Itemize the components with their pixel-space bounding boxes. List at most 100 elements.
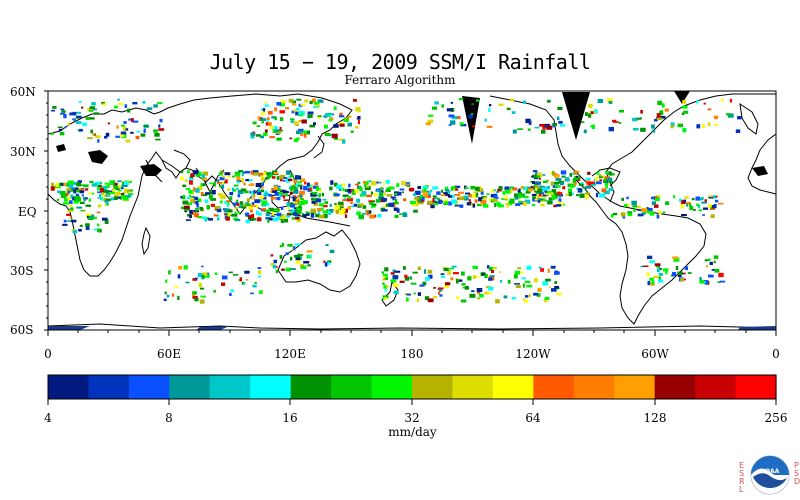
rain-pixel — [304, 181, 307, 185]
rain-pixel — [576, 194, 580, 197]
no-data-wedge — [462, 96, 480, 144]
rain-pixel — [651, 124, 655, 129]
rain-pixel — [263, 132, 268, 137]
rain-pixel — [50, 132, 54, 135]
rain-pixel — [127, 108, 131, 113]
rain-pixel — [105, 132, 110, 137]
rain-pixel — [227, 175, 231, 178]
rain-pixel — [651, 201, 656, 205]
rain-pixel — [534, 190, 541, 193]
rain-pixel — [123, 196, 129, 201]
rain-pixel — [296, 218, 301, 223]
rain-pixel — [465, 192, 471, 195]
lat-label-eq: EQ — [18, 205, 37, 219]
rain-pixel — [710, 205, 715, 210]
rain-pixel — [511, 111, 516, 114]
rain-pixel — [683, 199, 686, 204]
rain-pixel — [384, 277, 388, 280]
rain-pixel — [249, 179, 253, 182]
rain-pixel — [641, 207, 647, 212]
rain-pixel — [413, 192, 416, 197]
rain-pixel — [399, 280, 405, 283]
rain-pixel — [528, 120, 532, 125]
rain-pixel — [124, 104, 128, 108]
rain-pixel — [410, 282, 417, 285]
rain-pixel — [275, 269, 279, 274]
rain-pixel — [554, 271, 560, 275]
rain-pixel — [60, 108, 65, 111]
rain-pixel — [76, 115, 82, 119]
rain-pixel — [204, 199, 209, 203]
rain-pixel — [419, 284, 425, 287]
rain-pixel — [61, 110, 66, 113]
rain-pixel — [488, 108, 491, 112]
rain-pixel — [125, 195, 131, 198]
rain-pixel — [197, 186, 203, 190]
rain-pixel — [640, 127, 646, 132]
rain-pixel — [311, 197, 315, 201]
rain-pixel — [339, 112, 343, 118]
rain-pixel — [526, 189, 530, 194]
rain-pixel — [201, 274, 205, 279]
rain-pixel — [656, 195, 661, 198]
rain-pixel — [59, 190, 66, 195]
colorbar-swatch — [735, 375, 777, 399]
rain-pixel — [226, 200, 231, 203]
rain-pixel — [290, 187, 293, 192]
rain-pixel — [293, 212, 299, 216]
rain-pixel — [542, 198, 545, 201]
rain-pixel — [659, 273, 663, 276]
rain-pixel — [538, 193, 542, 197]
rain-pixel — [87, 217, 94, 220]
rain-pixel — [498, 204, 504, 208]
rain-pixel — [260, 135, 264, 139]
rain-pixel — [237, 181, 240, 184]
rain-pixel — [253, 172, 259, 176]
rain-pixel — [657, 100, 662, 106]
rain-pixel — [261, 108, 265, 111]
rain-pixel — [702, 214, 705, 216]
rain-pixel — [542, 281, 548, 286]
rain-pixel — [192, 197, 199, 200]
rain-pixel — [390, 196, 397, 199]
rain-pixel — [312, 98, 316, 103]
rain-pixel — [69, 186, 74, 190]
rain-pixel — [283, 260, 287, 263]
rain-pixel — [357, 107, 361, 112]
rain-pixel — [192, 278, 198, 281]
rain-pixel — [311, 200, 316, 204]
rain-pixel — [422, 281, 427, 286]
rain-pixel — [158, 128, 165, 131]
rain-pixel — [58, 128, 63, 131]
rain-pixel — [253, 193, 256, 198]
rain-pixel — [713, 115, 719, 118]
rain-pixel — [348, 196, 352, 199]
rain-pixel — [492, 189, 496, 192]
rain-pixel — [258, 172, 264, 176]
rain-pixel — [67, 197, 71, 202]
rain-pixel — [276, 197, 281, 201]
rain-pixel — [651, 280, 655, 284]
rain-pixel — [512, 129, 517, 134]
rain-pixel — [199, 287, 205, 290]
rain-pixel — [362, 205, 367, 209]
rain-pixel — [638, 214, 644, 217]
rain-pixel — [470, 185, 476, 190]
rain-pixel — [255, 204, 259, 209]
rain-pixel — [223, 208, 230, 213]
rain-pixel — [637, 209, 643, 211]
rain-pixel — [382, 282, 385, 285]
rain-pixel — [206, 205, 210, 210]
rain-pixel — [439, 294, 443, 297]
rain-pixel — [105, 192, 111, 195]
rain-pixel — [499, 271, 502, 273]
rain-pixel — [198, 282, 202, 288]
rain-pixel — [166, 294, 170, 298]
rain-pixel — [454, 194, 461, 196]
rain-pixel — [448, 114, 455, 118]
rain-pixel — [274, 192, 279, 196]
rain-pixel — [132, 102, 138, 105]
rain-pixel — [384, 267, 389, 272]
rain-pixel — [261, 208, 267, 211]
rain-pixel — [338, 138, 345, 141]
